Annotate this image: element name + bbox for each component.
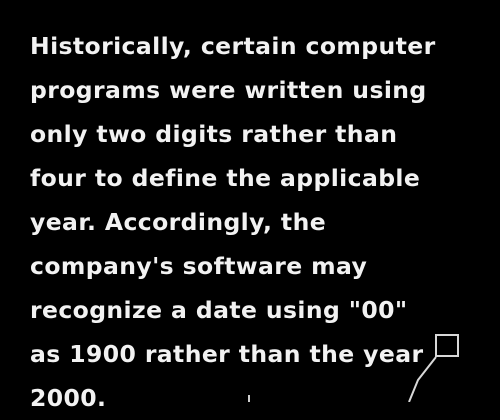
- caption-line-1: Historically, certain computer: [30, 32, 436, 60]
- caption-line-7: recognize a date using "00": [30, 296, 408, 324]
- annotation-highlight-box: [435, 334, 459, 357]
- caption-line-6: company's software may: [30, 252, 368, 280]
- caption-text: Historically, certain computer programs …: [30, 24, 495, 420]
- caption-line-4: four to define the applicable: [30, 164, 421, 192]
- caption-line-5: year. Accordingly, the: [30, 208, 327, 236]
- caption-line-3: only two digits rather than: [30, 120, 398, 148]
- caption-line-8: as 1900 rather than the year: [30, 340, 424, 368]
- caption-line-2: programs were written using: [30, 76, 427, 104]
- annotation-pointer-line: [408, 356, 437, 402]
- annotation-tick-mark: [248, 395, 250, 402]
